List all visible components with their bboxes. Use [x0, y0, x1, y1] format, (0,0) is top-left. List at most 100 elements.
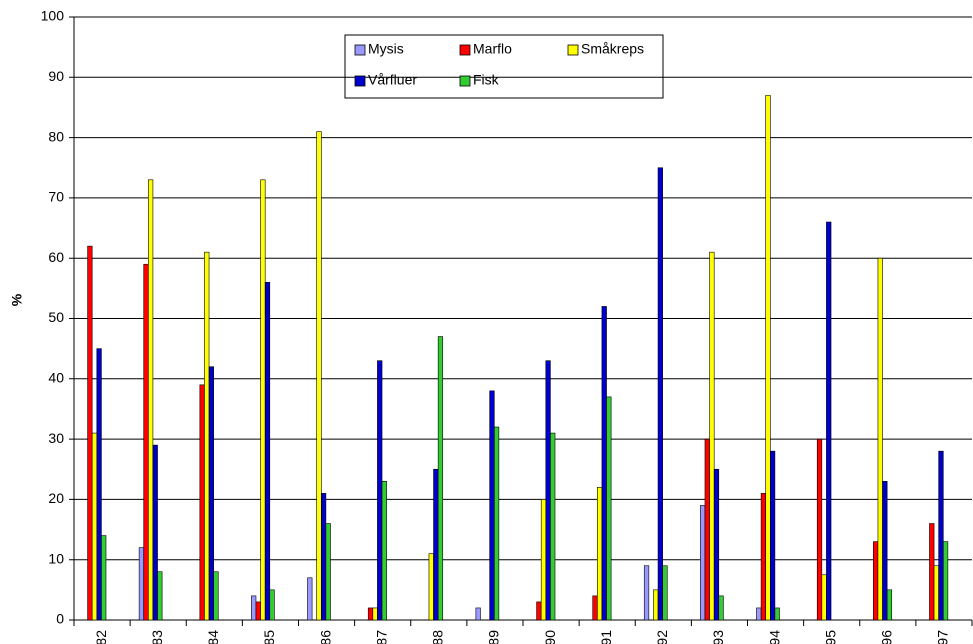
bar [709, 251, 715, 621]
bar [700, 505, 706, 621]
bar [718, 595, 724, 621]
bar [138, 547, 145, 621]
bar [204, 251, 210, 621]
bar [653, 589, 659, 621]
bar [213, 571, 219, 621]
legend-label: Vårfluer [368, 72, 417, 88]
bar [316, 131, 322, 621]
bar [657, 167, 663, 621]
bar [428, 553, 434, 621]
bar [101, 535, 107, 621]
legend-swatch [354, 75, 366, 87]
bar [325, 523, 331, 621]
bar [91, 432, 98, 621]
bar [821, 574, 827, 621]
bar [269, 589, 275, 621]
bar [760, 493, 766, 621]
legend-swatch [459, 75, 471, 87]
bar [886, 589, 893, 621]
bar [320, 493, 327, 621]
bar [704, 438, 710, 621]
bar [372, 607, 378, 621]
y-tick-label: 10 [48, 550, 64, 566]
x-tick-label: 1982 [93, 630, 109, 644]
bar [873, 541, 879, 621]
bar [929, 523, 935, 621]
bar [765, 95, 771, 621]
y-tick-label: 60 [48, 249, 64, 265]
bar [157, 571, 163, 621]
legend-label: Mysis [368, 41, 404, 57]
bar [260, 179, 266, 621]
legend-label: Fisk [473, 72, 500, 88]
bar [938, 450, 944, 621]
bar [597, 487, 603, 621]
bar [377, 360, 383, 621]
y-axis-label: % [9, 293, 25, 306]
y-tick-label: 100 [41, 8, 65, 24]
legend-swatch [459, 44, 471, 56]
bar [433, 468, 439, 621]
bar [877, 257, 883, 621]
bar [536, 601, 542, 621]
bar [774, 607, 780, 621]
y-tick-label: 70 [48, 189, 64, 205]
x-tick-label: 1987 [373, 630, 389, 644]
bar [756, 607, 762, 621]
bar [601, 306, 607, 621]
legend-label: Marflo [473, 41, 512, 57]
x-tick-label: 1984 [205, 630, 221, 644]
x-tick-label: 1993 [710, 630, 726, 644]
bar [96, 348, 102, 621]
bar [550, 432, 556, 621]
bar [307, 577, 313, 621]
x-tick-label: 1988 [430, 630, 446, 644]
legend-swatch [567, 44, 579, 56]
x-tick-label: 1997 [935, 630, 951, 644]
legend-label: Småkreps [581, 41, 644, 57]
legend-swatch [354, 44, 366, 56]
bar [942, 541, 949, 621]
bar [540, 499, 547, 621]
bar [264, 282, 271, 621]
y-tick-label: 80 [48, 128, 64, 144]
bar [713, 468, 720, 621]
bar [367, 607, 374, 621]
bar [475, 607, 481, 621]
bar [592, 595, 598, 621]
y-tick-label: 30 [48, 430, 64, 446]
x-tick-label: 1986 [317, 630, 333, 644]
x-tick-label: 1983 [149, 630, 165, 644]
bar [255, 601, 261, 621]
bar [933, 565, 939, 621]
y-tick-label: 50 [48, 309, 64, 325]
bar [662, 565, 668, 621]
bar [381, 481, 387, 621]
bar [493, 426, 500, 621]
bar [437, 336, 444, 621]
bar [251, 595, 257, 621]
x-tick-label: 1991 [598, 630, 614, 644]
bar [545, 360, 551, 621]
bar [882, 481, 888, 621]
y-tick-label: 90 [48, 68, 64, 84]
bar [826, 221, 832, 621]
y-tick-label: 0 [56, 611, 64, 627]
bar [208, 366, 214, 621]
y-tick-label: 40 [48, 370, 64, 386]
bar [489, 390, 495, 621]
x-tick-label: 1992 [654, 630, 670, 644]
bar [816, 438, 823, 621]
x-tick-label: 1995 [822, 630, 838, 644]
bar [148, 179, 154, 621]
y-tick-label: 20 [48, 490, 64, 506]
bar [769, 450, 776, 621]
bar [152, 444, 158, 621]
bar [143, 263, 149, 621]
bar [606, 396, 612, 621]
bar [87, 245, 93, 621]
bar [643, 565, 650, 621]
x-tick-label: 1985 [261, 630, 277, 644]
x-tick-label: 1990 [542, 630, 558, 644]
